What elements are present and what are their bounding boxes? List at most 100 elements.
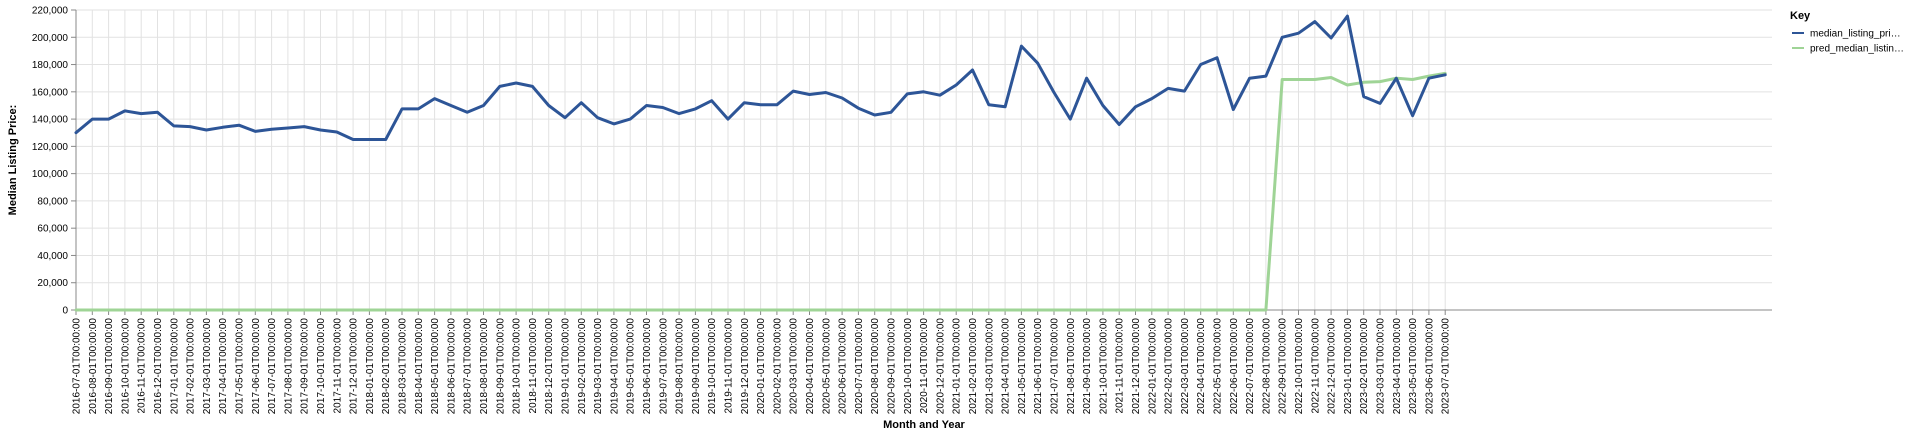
x-tick-label: 2019-06-01T00:00:00	[642, 318, 653, 415]
x-tick-label: 2019-02-01T00:00:00	[577, 318, 588, 415]
series-lines	[74, 14, 1447, 312]
x-tick-label: 2020-09-01T00:00:00	[887, 318, 898, 415]
x-tick-label: 2021-12-01T00:00:00	[1131, 318, 1142, 415]
x-tick-label: 2018-01-01T00:00:00	[365, 318, 376, 415]
gridlines	[75, 9, 1772, 311]
x-tick-label: 2019-09-01T00:00:00	[691, 318, 702, 415]
x-tick-label: 2017-02-01T00:00:00	[186, 318, 197, 415]
x-tick-label: 2022-07-01T00:00:00	[1245, 318, 1256, 415]
x-tick-label: 2019-05-01T00:00:00	[626, 318, 637, 415]
x-tick-label: 2022-11-01T00:00:00	[1310, 318, 1321, 414]
x-tick-label: 2022-08-01T00:00:00	[1261, 318, 1272, 415]
legend-entries: median_listing_pri… pred_median_listin…	[1792, 29, 1904, 55]
legend-label: median_listing_pri…	[1810, 29, 1901, 40]
x-tick-label: 2022-09-01T00:00:00	[1278, 318, 1289, 415]
x-tick-label: 2018-08-01T00:00:00	[479, 318, 490, 415]
x-tick-label: 2022-06-01T00:00:00	[1229, 318, 1240, 415]
x-tick-label: 2022-12-01T00:00:00	[1327, 318, 1338, 415]
x-tick-label: 2017-03-01T00:00:00	[202, 318, 213, 415]
x-tick-label: 2017-01-01T00:00:00	[169, 318, 180, 415]
x-tick-label: 2023-05-01T00:00:00	[1408, 318, 1419, 415]
x-tick-label: 2020-01-01T00:00:00	[756, 318, 767, 415]
x-tick-label: 2021-02-01T00:00:00	[968, 318, 979, 415]
x-tick-label: 2020-11-01T00:00:00	[919, 318, 930, 414]
x-tick-label: 2019-03-01T00:00:00	[593, 318, 604, 415]
x-tick-label: 2021-10-01T00:00:00	[1098, 318, 1109, 415]
x-tick-label: 2023-06-01T00:00:00	[1424, 318, 1435, 415]
y-tick-label: 220,000	[32, 6, 69, 17]
x-tick-label: 2020-06-01T00:00:00	[838, 318, 849, 415]
x-tick-label: 2021-01-01T00:00:00	[952, 318, 963, 415]
x-tick-label: 2018-06-01T00:00:00	[446, 318, 457, 415]
x-tick-label: 2017-12-01T00:00:00	[349, 318, 360, 415]
y-tick-label: 120,000	[32, 142, 69, 153]
y-tick-label: 160,000	[32, 87, 69, 98]
x-tick-label: 2019-07-01T00:00:00	[658, 318, 669, 415]
x-tick-label: 2022-02-01T00:00:00	[1164, 318, 1175, 415]
x-tick-label: 2016-10-01T00:00:00	[120, 318, 131, 415]
x-tick-label: 2016-11-01T00:00:00	[137, 318, 148, 414]
x-tick-label: 2018-02-01T00:00:00	[381, 318, 392, 415]
x-tick-label: 2022-03-01T00:00:00	[1180, 318, 1191, 415]
x-tick-label: 2021-04-01T00:00:00	[1001, 318, 1012, 415]
x-tick-label: 2019-10-01T00:00:00	[707, 318, 718, 415]
x-tick-label: 2016-08-01T00:00:00	[88, 318, 99, 415]
legend-title: Key	[1790, 10, 1811, 22]
x-axis-title: Month and Year	[883, 419, 965, 431]
x-tick-label: 2021-08-01T00:00:00	[1066, 318, 1077, 415]
x-tick-label: 2022-05-01T00:00:00	[1213, 318, 1224, 415]
x-tick-label: 2020-05-01T00:00:00	[821, 318, 832, 415]
x-tick-label: 2020-07-01T00:00:00	[854, 318, 865, 415]
x-tick-label: 2020-03-01T00:00:00	[789, 318, 800, 415]
x-tick-label: 2021-05-01T00:00:00	[1017, 318, 1028, 415]
y-tick-label: 140,000	[32, 115, 69, 126]
x-tick-label: 2023-01-01T00:00:00	[1343, 318, 1354, 415]
y-tick-label: 40,000	[37, 251, 68, 262]
x-tick-label: 2018-11-01T00:00:00	[528, 318, 539, 414]
x-tick-label: 2017-07-01T00:00:00	[267, 318, 278, 415]
x-tick-label: 2018-10-01T00:00:00	[512, 318, 523, 415]
x-tick-label: 2020-08-01T00:00:00	[870, 318, 881, 415]
x-tick-label: 2023-02-01T00:00:00	[1359, 318, 1370, 415]
x-tick-label: 2018-09-01T00:00:00	[495, 318, 506, 415]
x-tick-label: 2017-08-01T00:00:00	[283, 318, 294, 415]
x-tick-label: 2019-08-01T00:00:00	[675, 318, 686, 415]
x-tick-label: 2020-02-01T00:00:00	[772, 318, 783, 415]
x-tick-label: 2021-03-01T00:00:00	[984, 318, 995, 415]
x-tick-label: 2017-11-01T00:00:00	[332, 318, 343, 414]
x-tick-label: 2019-01-01T00:00:00	[561, 318, 572, 415]
x-tick-label: 2017-04-01T00:00:00	[218, 318, 229, 415]
x-tick-label: 2016-09-01T00:00:00	[104, 318, 115, 415]
x-tick-label: 2018-04-01T00:00:00	[414, 318, 425, 415]
y-tick-label: 80,000	[37, 196, 68, 207]
x-tick-label: 2019-11-01T00:00:00	[724, 318, 735, 414]
x-tick-label: 2016-07-01T00:00:00	[72, 318, 83, 415]
x-tick-label: 2022-04-01T00:00:00	[1196, 318, 1207, 415]
x-tick-label: 2018-03-01T00:00:00	[398, 318, 409, 415]
y-tick-label: 60,000	[37, 224, 68, 235]
x-tick-label: 2017-10-01T00:00:00	[316, 318, 327, 415]
x-tick-label: 2023-07-01T00:00:00	[1441, 318, 1452, 415]
x-tick-label: 2020-04-01T00:00:00	[805, 318, 816, 415]
y-tick-label: 180,000	[32, 60, 69, 71]
y-axis-title: Median Listing Price:	[7, 105, 19, 216]
series-line-1	[74, 71, 1447, 312]
legend-label: pred_median_listin…	[1810, 44, 1904, 55]
x-tick-label: 2017-05-01T00:00:00	[235, 318, 246, 415]
x-tick-label: 2021-06-01T00:00:00	[1033, 318, 1044, 415]
x-tick-label: 2023-04-01T00:00:00	[1392, 318, 1403, 415]
x-tick-label: 2021-11-01T00:00:00	[1115, 318, 1126, 414]
legend: Key median_listing_pri… pred_median_listi…	[1790, 10, 1904, 55]
x-tick-label: 2023-03-01T00:00:00	[1376, 318, 1387, 415]
y-tick-label: 100,000	[32, 169, 69, 180]
x-tick-label: 2020-10-01T00:00:00	[903, 318, 914, 415]
x-tick-label: 2017-06-01T00:00:00	[251, 318, 262, 415]
x-tick-label: 2021-09-01T00:00:00	[1082, 318, 1093, 415]
x-tick-label: 2019-04-01T00:00:00	[609, 318, 620, 415]
x-tick-label: 2018-05-01T00:00:00	[430, 318, 441, 415]
x-tick-label: 2016-12-01T00:00:00	[153, 318, 164, 415]
x-tick-label: 2017-09-01T00:00:00	[300, 318, 311, 415]
x-tick-label: 2022-10-01T00:00:00	[1294, 318, 1305, 415]
